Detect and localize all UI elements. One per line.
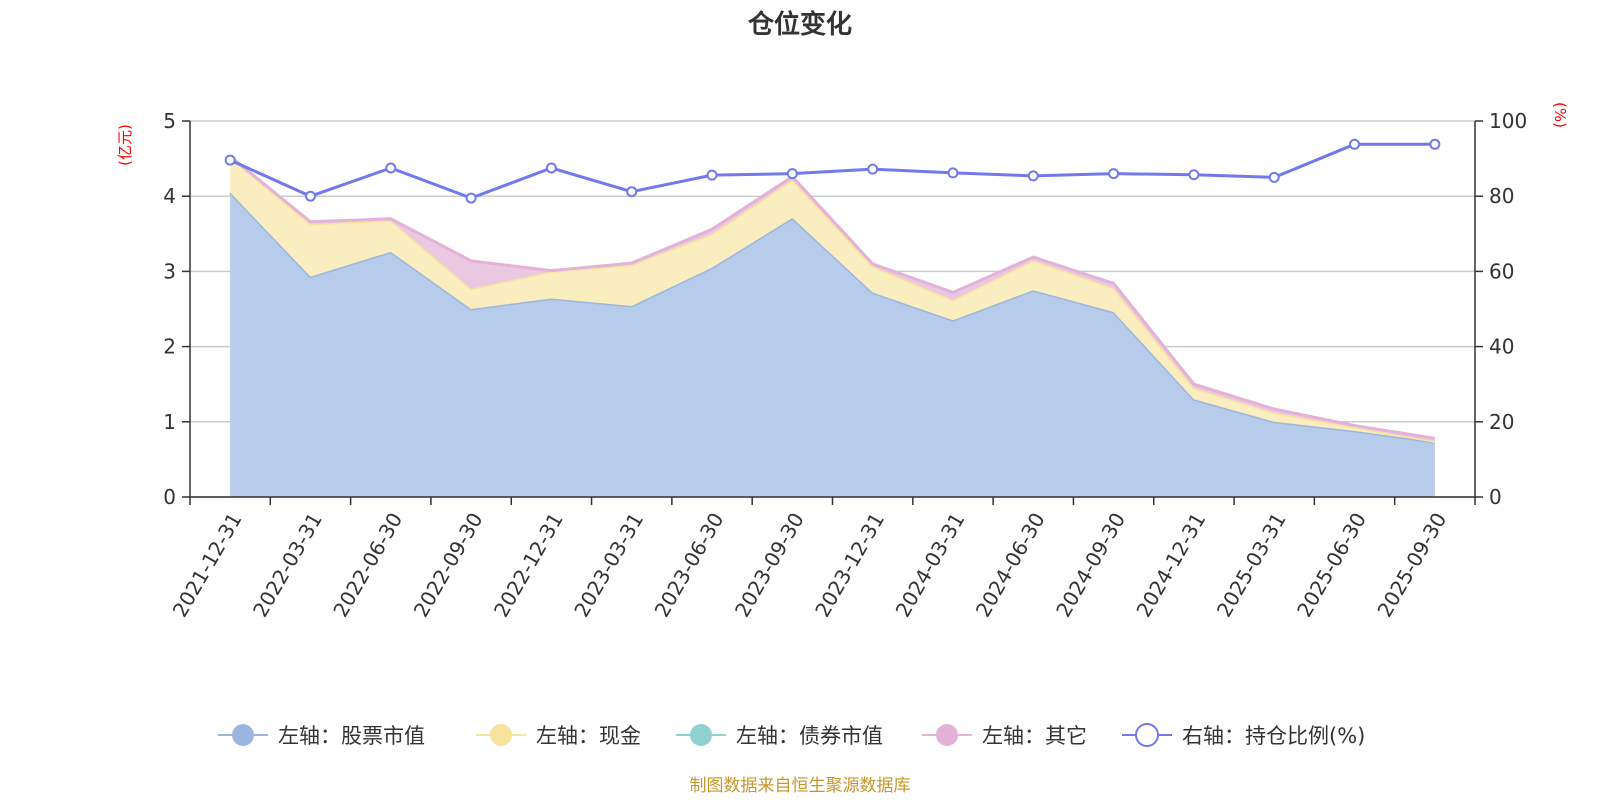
right-tick-label: 0 — [1489, 485, 1502, 509]
ratio-point — [706, 169, 718, 181]
left-tick-label: 5 — [163, 109, 176, 133]
ratio-point — [947, 167, 959, 179]
legend-label: 左轴：股票市值 — [278, 724, 425, 748]
legend-item: 右轴：持仓比例(%) — [1122, 723, 1365, 748]
area-fill — [230, 157, 1435, 443]
legend-item: 左轴：债券市值 — [676, 724, 883, 748]
left-tick-label: 4 — [163, 184, 176, 208]
left-tick-label: 2 — [163, 335, 176, 359]
x-tick-label: 2022-03-31 — [248, 509, 327, 622]
legend: 左轴：股票市值 左轴：现金 左轴：债券市值 左轴：其它 右轴：持仓比例(%) — [218, 723, 1365, 748]
holding-ratio-line — [224, 138, 1441, 204]
ratio-point — [465, 192, 477, 204]
x-tick-label: 2025-09-30 — [1372, 509, 1451, 622]
data-source-footer: 制图数据来自恒生聚源数据库 — [690, 776, 911, 796]
x-tick-label: 2024-12-31 — [1131, 509, 1210, 622]
x-tick-label: 2023-12-31 — [810, 509, 889, 622]
right-tick-label: 20 — [1489, 410, 1514, 434]
x-tick-label: 2022-06-30 — [328, 509, 407, 622]
x-tick-label: 2022-09-30 — [409, 509, 488, 622]
ratio-point — [786, 168, 798, 180]
left-tick-label: 1 — [163, 410, 176, 434]
x-tick-label: 2023-09-30 — [730, 509, 809, 622]
legend-label: 左轴：债券市值 — [736, 724, 883, 748]
x-tick-label: 2022-12-31 — [489, 509, 568, 622]
stacked-areas — [229, 155, 1436, 497]
legend-marker — [1135, 723, 1159, 747]
legend-marker — [232, 724, 254, 746]
legend-marker — [490, 724, 512, 746]
right-tick-label: 60 — [1489, 259, 1514, 283]
left-axis-unit: (亿元) — [116, 124, 134, 166]
ratio-point — [867, 163, 879, 175]
left-tick-label: 0 — [163, 485, 176, 509]
right-tick-label: 100 — [1489, 109, 1527, 133]
x-tick-label: 2025-03-31 — [1212, 509, 1291, 622]
ratio-point — [1349, 138, 1361, 150]
legend-label: 左轴：其它 — [982, 724, 1087, 748]
ratio-point — [1027, 170, 1039, 182]
legend-item: 左轴：现金 — [476, 724, 641, 748]
ratio-point — [1268, 171, 1280, 183]
ratio-point — [224, 154, 236, 166]
right-tick-label: 80 — [1489, 184, 1514, 208]
area-fill — [230, 192, 1435, 497]
legend-marker — [690, 724, 712, 746]
right-axis-unit: (%) — [1551, 102, 1569, 128]
chart-title: 仓位变化 — [747, 9, 852, 40]
ratio-point — [304, 190, 316, 202]
x-tick-label: 2023-03-31 — [569, 509, 648, 622]
x-tick-label: 2024-03-31 — [891, 509, 970, 622]
ratio-point — [1108, 168, 1120, 180]
legend-label: 左轴：现金 — [536, 724, 641, 748]
ratio-line-path — [229, 142, 1435, 200]
left-tick-label: 3 — [163, 259, 176, 283]
x-tick-label: 2024-06-30 — [971, 509, 1050, 622]
ratio-point — [545, 162, 557, 174]
ratio-point — [626, 186, 638, 198]
legend-marker — [936, 724, 958, 746]
ratio-point — [385, 162, 397, 174]
legend-label: 右轴：持仓比例(%) — [1182, 724, 1365, 748]
area-top-line — [229, 155, 1436, 440]
ratio-point — [1188, 169, 1200, 181]
x-tick-label: 2023-06-30 — [650, 509, 729, 622]
ratio-point — [1429, 138, 1441, 150]
x-tick-label: 2024-09-30 — [1051, 509, 1130, 622]
legend-item: 左轴：其它 — [922, 724, 1087, 748]
legend-item: 左轴：股票市值 — [218, 724, 425, 748]
x-tick-label: 2025-06-30 — [1292, 509, 1371, 622]
right-tick-label: 40 — [1489, 335, 1514, 359]
x-tick-label: 2021-12-31 — [168, 509, 247, 622]
